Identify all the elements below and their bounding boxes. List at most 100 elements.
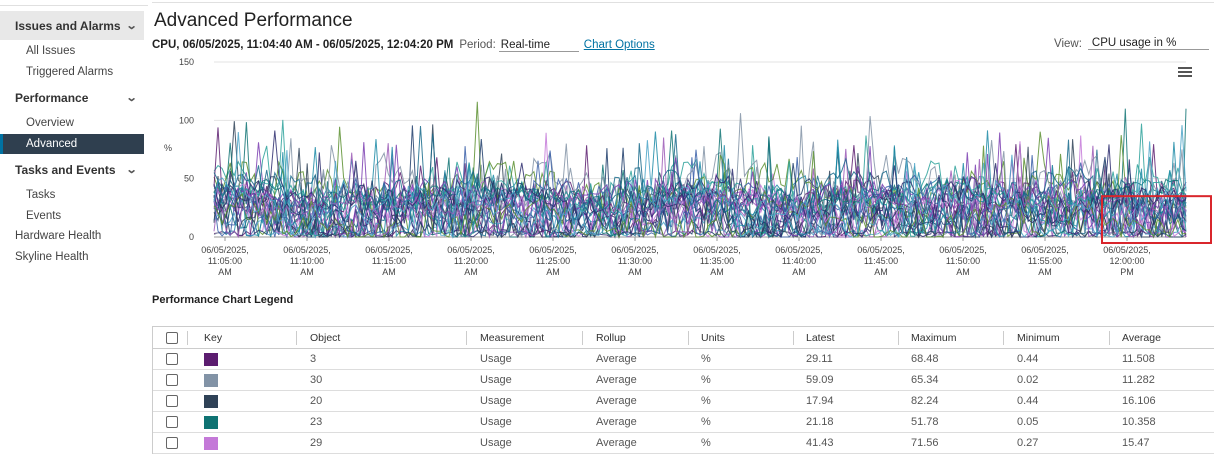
y-tick-label: 100 [179, 115, 194, 125]
column-divider[interactable] [187, 331, 188, 345]
column-divider[interactable] [898, 331, 899, 345]
minimum-cell: 0.05 [1017, 416, 1039, 428]
x-tick-label: AM [546, 267, 560, 277]
latest-cell: 29.11 [806, 353, 833, 365]
color-swatch [204, 352, 218, 366]
row-checkbox[interactable] [166, 416, 178, 428]
row-checkbox[interactable] [166, 374, 178, 386]
rollup-cell: Average [596, 437, 637, 449]
x-tick-label: 11:40:00 [782, 256, 816, 266]
sidebar-item-skyline-health[interactable]: Skyline Health [15, 251, 89, 263]
table-row[interactable]: 30 Usage Average% 59.09 65.34 0.02 11.282 [153, 370, 1214, 391]
sidebar-group-issues-and-alarms[interactable]: Issues and Alarms ⌄ [0, 11, 144, 40]
x-tick-label: PM [1120, 267, 1134, 277]
row-checkbox-cell [166, 349, 178, 369]
main-top-divider [152, 0, 1214, 3]
row-checkbox[interactable] [166, 395, 178, 407]
sidebar-item-triggered-alarms[interactable]: Triggered Alarms [26, 66, 114, 78]
x-tick-label: 11:30:00 [618, 256, 652, 266]
x-tick-label: 11:15:00 [372, 256, 406, 266]
column-divider[interactable] [296, 331, 297, 345]
object-cell: 20 [310, 395, 323, 407]
legend-title: Performance Chart Legend [152, 294, 294, 306]
key-swatch-cell [204, 391, 218, 411]
chevron-down-icon: ⌄ [125, 164, 138, 176]
column-header-minimum[interactable]: Minimum [1017, 331, 1060, 344]
measurement-cell: Usage [480, 395, 512, 407]
x-tick-label: 06/05/2025, [1103, 245, 1151, 255]
key-swatch-cell [204, 370, 218, 390]
view-select[interactable]: CPU usage in % [1087, 37, 1209, 50]
chart-series [213, 101, 1187, 239]
color-swatch [204, 415, 218, 429]
x-tick-label: 11:10:00 [290, 256, 324, 266]
x-tick-label: AM [956, 267, 970, 277]
column-divider[interactable] [793, 331, 794, 345]
chart-subheader: CPU, 06/05/2025, 11:04:40 AM - 06/05/202… [152, 37, 655, 53]
column-header-latest[interactable]: Latest [806, 331, 835, 344]
object-cell: 29 [310, 437, 323, 449]
column-header-key[interactable]: Key [204, 331, 223, 344]
sidebar-item-advanced[interactable]: Advanced [0, 134, 144, 154]
key-swatch-cell [204, 433, 218, 453]
sidebar: Issues and Alarms ⌄ All Issues Triggered… [0, 0, 148, 455]
color-swatch [204, 373, 218, 387]
x-axis-ticks: 06/05/2025,11:05:00AM06/05/2025,11:10:00… [201, 237, 1151, 277]
sidebar-group-performance[interactable]: Performance ⌄ [0, 83, 144, 112]
rollup-cell: Average [596, 395, 637, 407]
row-checkbox[interactable] [166, 437, 178, 449]
x-tick-label: 11:55:00 [1028, 256, 1062, 266]
column-divider[interactable] [1109, 331, 1110, 345]
chart-menu-icon[interactable] [1178, 67, 1192, 78]
series-line [213, 125, 1187, 239]
measurement-cell: Usage [480, 437, 512, 449]
latest-cell: 59.09 [806, 374, 834, 386]
measurement-cell: Usage [480, 353, 512, 365]
latest-cell: 41.43 [806, 437, 834, 449]
column-divider[interactable] [1003, 331, 1004, 345]
rollup-cell: Average [596, 353, 637, 365]
table-row[interactable]: 29 Usage Average% 41.43 71.56 0.27 15.47 [153, 433, 1214, 454]
table-row[interactable]: 23 Usage Average% 21.18 51.78 0.05 10.358 [153, 412, 1214, 433]
row-checkbox[interactable] [166, 353, 178, 365]
column-header-average[interactable]: Average [1122, 331, 1161, 344]
table-row[interactable]: 3 Usage Average% 29.11 68.48 0.44 11.508 [153, 349, 1214, 370]
sidebar-item-all-issues[interactable]: All Issues [26, 45, 76, 57]
select-all-checkbox[interactable] [166, 331, 178, 344]
measurement-cell: Usage [480, 416, 512, 428]
table-row[interactable]: 20 Usage Average% 17.94 82.24 0.44 16.106 [153, 391, 1214, 412]
column-divider[interactable] [688, 331, 689, 345]
time-range-label: CPU, 06/05/2025, 11:04:40 AM - 06/05/202… [152, 39, 454, 51]
series-line [213, 146, 1187, 238]
column-header-object[interactable]: Object [310, 331, 341, 344]
column-header-measurement[interactable]: Measurement [480, 331, 545, 344]
column-header-rollup[interactable]: Rollup [596, 331, 626, 344]
column-divider[interactable] [582, 331, 583, 345]
x-tick-label: AM [218, 267, 232, 277]
x-tick-label: 06/05/2025, [693, 245, 741, 255]
table-header-row: Key Object Measurement Rollup Units Late… [153, 327, 1214, 349]
chart-options-link[interactable]: Chart Options [583, 39, 655, 51]
column-header-maximum[interactable]: Maximum [911, 331, 957, 344]
sidebar-item-hardware-health[interactable]: Hardware Health [15, 230, 102, 242]
sidebar-item-events[interactable]: Events [26, 210, 62, 222]
sidebar-item-tasks[interactable]: Tasks [26, 189, 56, 201]
x-tick-label: 06/05/2025, [529, 245, 577, 255]
sidebar-group-tasks-and-events[interactable]: Tasks and Events ⌄ [0, 155, 144, 184]
x-tick-label: 06/05/2025, [283, 245, 331, 255]
page-title: Advanced Performance [154, 10, 353, 31]
period-select[interactable]: Real-time [498, 39, 579, 52]
latest-cell: 21.18 [806, 416, 834, 428]
row-checkbox-cell [166, 433, 178, 453]
x-tick-label: 06/05/2025, [857, 245, 905, 255]
series-line [213, 143, 1187, 239]
units-cell: % [701, 353, 711, 365]
column-divider[interactable] [466, 331, 467, 345]
sidebar-item-overview[interactable]: Overview [26, 117, 74, 129]
y-tick-label: 150 [179, 57, 194, 67]
units-cell: % [701, 374, 711, 386]
maximum-cell: 71.56 [911, 437, 939, 449]
average-cell: 10.358 [1122, 416, 1156, 428]
view-label: View: [1054, 37, 1082, 50]
column-header-units[interactable]: Units [701, 331, 725, 344]
